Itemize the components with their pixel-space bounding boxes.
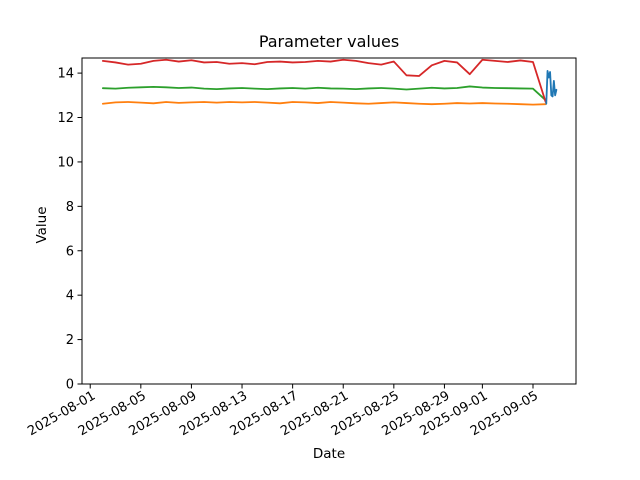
series-line-orange [101, 101, 547, 106]
y-tick-label: 12 [57, 111, 74, 126]
y-tick-label: 8 [66, 200, 74, 215]
series-line-blue [545, 69, 558, 105]
series-line-green [101, 85, 547, 102]
y-tick-label: 10 [57, 155, 74, 170]
y-tick-label: 4 [66, 289, 74, 304]
y-axis-label: Value [34, 206, 50, 244]
chart-title: Parameter values [258, 32, 400, 51]
y-tick-label: 2 [66, 333, 74, 348]
axes-box [81, 57, 577, 385]
x-axis-label: Date [312, 446, 346, 462]
y-tick-label: 14 [57, 67, 74, 82]
y-tick-label: 6 [66, 244, 74, 259]
series-line-red [101, 58, 547, 103]
y-tick-label: 0 [66, 378, 74, 393]
plot-background [82, 58, 576, 384]
